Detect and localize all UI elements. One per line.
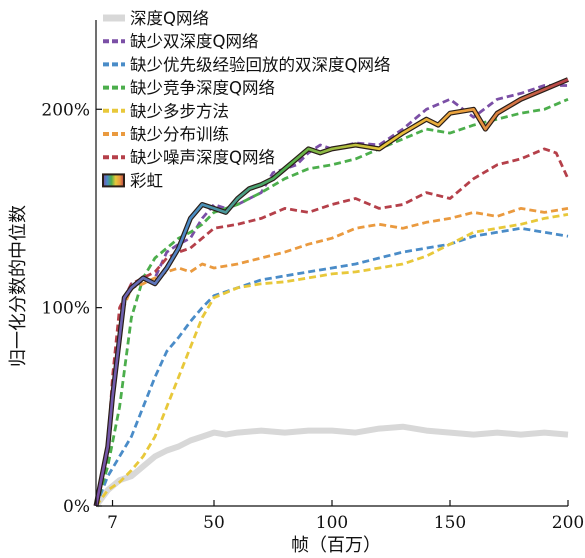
axes: 7 50 100 150 200 0% 100% 200%	[41, 20, 584, 533]
series-line-2	[94, 226, 569, 507]
x-tick-label: 150	[434, 513, 466, 533]
legend-label: 缺少多步方法	[130, 102, 229, 121]
legend-label: 彩虹	[130, 171, 163, 190]
legend-label: 缺少双深度Q网络	[130, 32, 259, 51]
y-tick-label: 100%	[41, 299, 90, 319]
x-axis-label: 帧（百万）	[291, 535, 381, 556]
legend-swatch-rainbow	[102, 173, 125, 188]
series-line-7	[94, 78, 569, 507]
legend: 深度Q网络缺少双深度Q网络缺少优先级经验回放的双深度Q网络缺少竞争深度Q网络缺少…	[102, 9, 391, 190]
legend-label: 缺少分布训练	[130, 125, 229, 144]
y-tick-label: 200%	[41, 100, 90, 120]
legend-label: 缺少竞争深度Q网络	[130, 79, 275, 98]
series-line-4	[94, 213, 569, 507]
series-line-1	[94, 84, 568, 507]
plot-area	[93, 77, 570, 508]
y-axis-label: 归一化分数的中位数	[8, 205, 29, 367]
x-tick-label: 200	[552, 513, 584, 533]
x-tick-label: 100	[316, 513, 348, 533]
legend-label: 深度Q网络	[130, 9, 209, 28]
legend-label: 缺少噪声深度Q网络	[130, 148, 275, 167]
y-tick-label: 0%	[63, 497, 90, 517]
series-line-3	[94, 98, 569, 507]
legend-label: 缺少优先级经验回放的双深度Q网络	[130, 55, 391, 74]
x-tick-label: 7	[107, 513, 118, 533]
x-tick-label: 50	[203, 513, 225, 533]
series-line-0	[93, 423, 569, 508]
